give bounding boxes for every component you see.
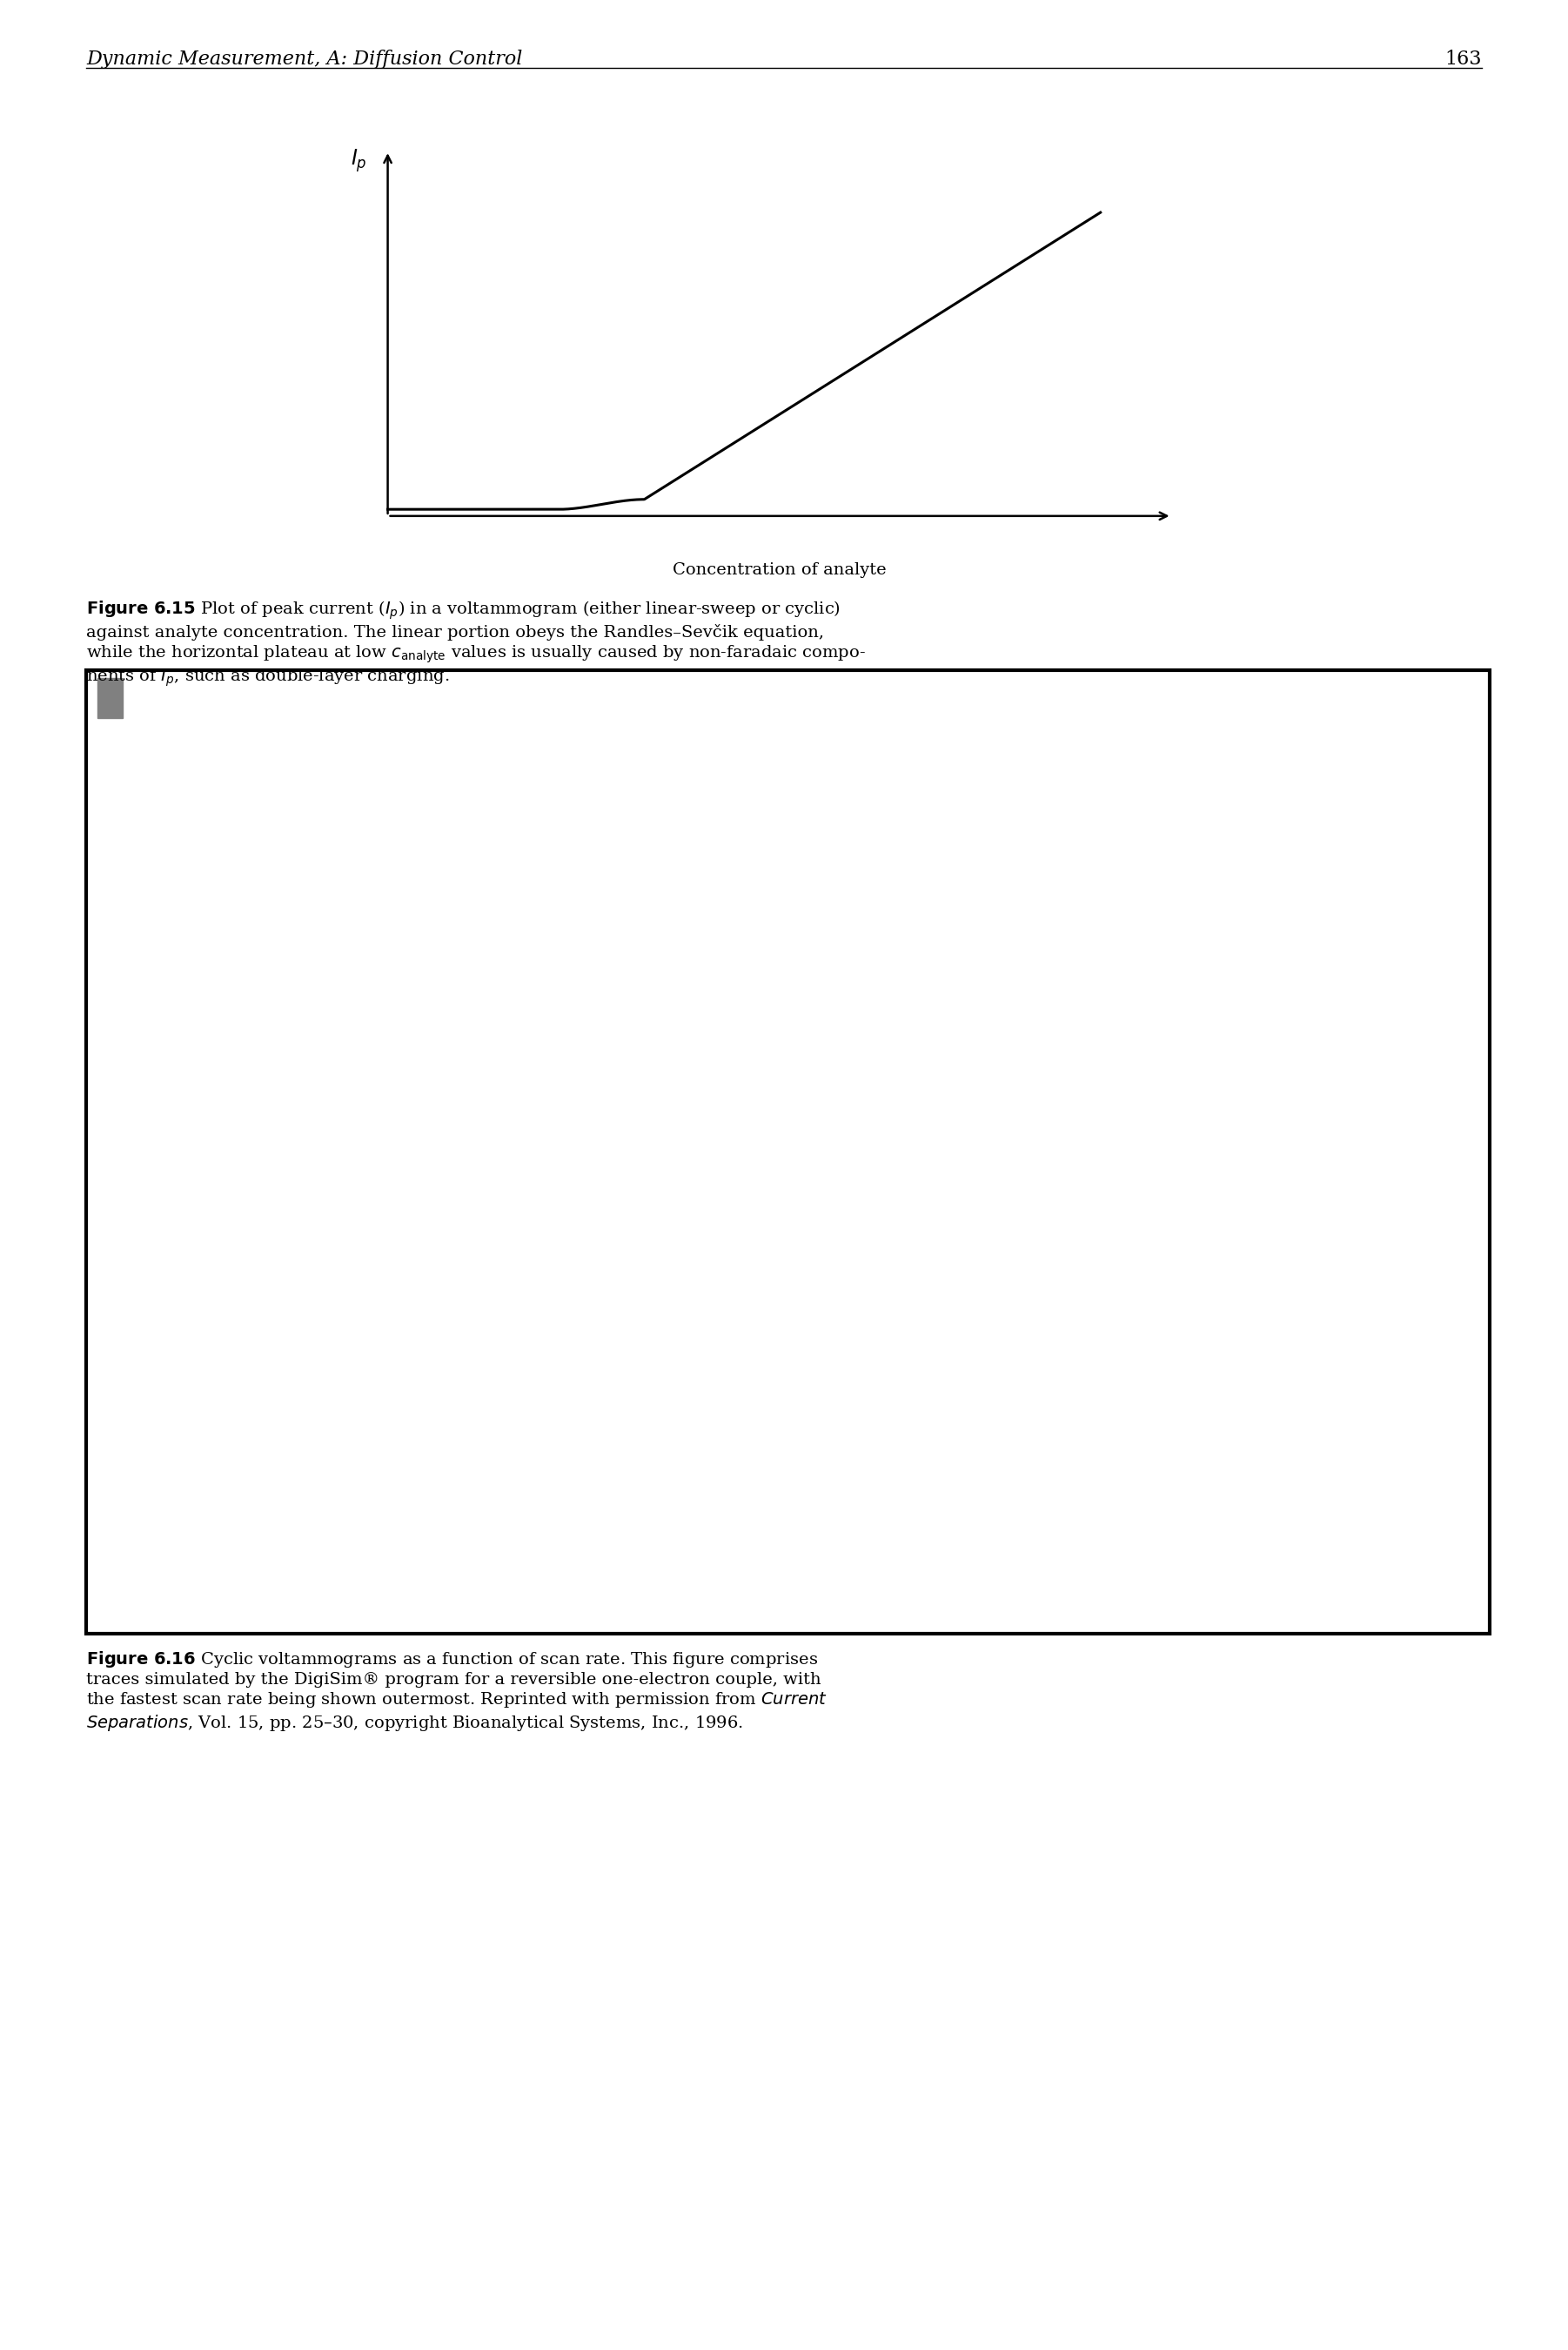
Text: $\mathit{I}_p$: $\mathit{I}_p$ [351, 148, 367, 174]
Text: ■: ■ [1444, 693, 1454, 703]
Text: $\mathbf{Figure\ 6.16}$ Cyclic voltammograms as a function of scan rate. This fi: $\mathbf{Figure\ 6.16}$ Cyclic voltammog… [86, 1650, 828, 1732]
X-axis label: Potential,V: Potential,V [789, 1520, 889, 1537]
Text: Concentration of analyte: Concentration of analyte [673, 562, 886, 578]
Text: 163: 163 [1444, 49, 1482, 68]
Text: □: □ [1414, 693, 1425, 703]
Text: CV Graph: CV Graph [133, 691, 196, 705]
Y-axis label: Current,uA: Current,uA [160, 1090, 176, 1187]
Bar [97, 679, 122, 717]
Text: X: X [1472, 693, 1479, 703]
Text: Dynamic Measurement, A: Diffusion Control: Dynamic Measurement, A: Diffusion Contro… [86, 49, 522, 68]
Text: $\mathbf{Figure\ 6.15}$ Plot of peak current ($I_p$) in a voltammogram (either l: $\mathbf{Figure\ 6.15}$ Plot of peak cur… [86, 599, 866, 689]
